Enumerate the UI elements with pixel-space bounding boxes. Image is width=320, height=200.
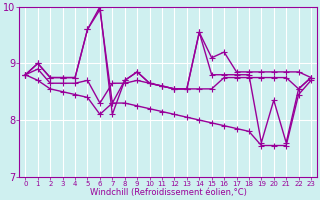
X-axis label: Windchill (Refroidissement éolien,°C): Windchill (Refroidissement éolien,°C) [90, 188, 247, 197]
